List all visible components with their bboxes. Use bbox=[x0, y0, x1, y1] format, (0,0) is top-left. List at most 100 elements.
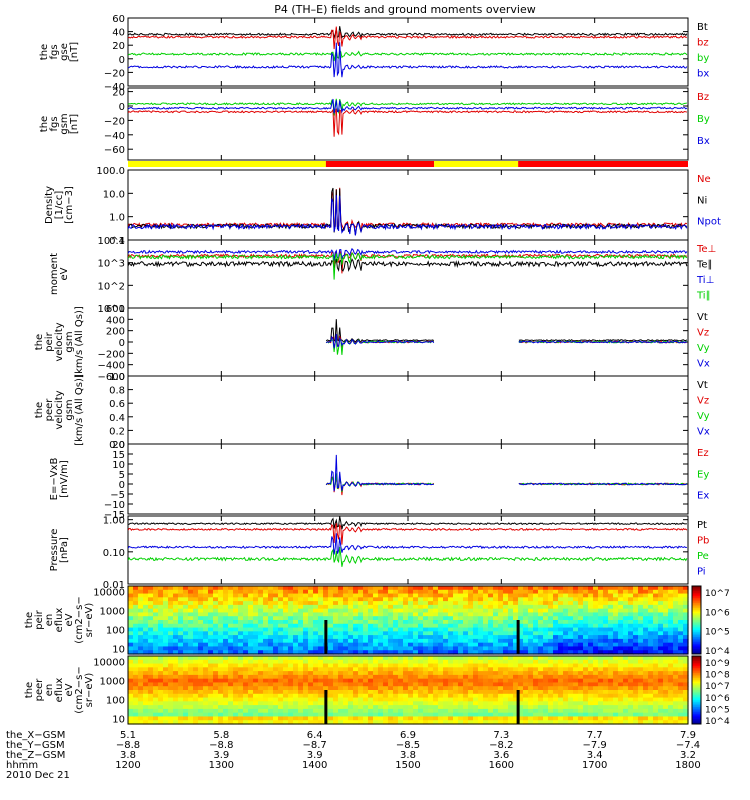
legend-Ti⊥: Ti⊥ bbox=[696, 275, 714, 286]
x-tick-label: 6.4 bbox=[307, 730, 323, 741]
y-axis-label: [km/s (All Qs)] bbox=[74, 374, 85, 446]
y-tick-label: 0.10 bbox=[103, 548, 125, 559]
y-tick-label: 1.0 bbox=[109, 372, 125, 383]
x-tick-label: −8.5 bbox=[396, 740, 420, 751]
y-axis-label: gsm bbox=[59, 113, 70, 134]
data-gap-marker bbox=[324, 690, 328, 724]
mode-bar bbox=[128, 161, 688, 167]
y-axis-label: gse bbox=[59, 43, 70, 61]
series-line-Pi bbox=[128, 533, 687, 555]
legend-Vz: Vz bbox=[697, 328, 709, 339]
series-line-Te⊥ bbox=[128, 249, 687, 274]
series-line-Ez bbox=[325, 476, 688, 496]
mode-segment bbox=[518, 161, 688, 167]
legend-Ne: Ne bbox=[697, 174, 711, 185]
y-axis-label: [km/s (All Qs)] bbox=[74, 306, 85, 378]
x-tick-label: 1400 bbox=[302, 760, 327, 771]
panel-fgs_gsm: 20 0 −20 −40 −60 the fgs gsm [nT] Bz By Bx bbox=[39, 87, 710, 161]
y-tick-label: 200 bbox=[106, 327, 125, 338]
y-axis-label: sr−eV) bbox=[84, 603, 95, 638]
y-tick-label: −40 bbox=[104, 82, 125, 93]
y-axis-label: (cm2−s− bbox=[74, 596, 85, 643]
y-tick-label: 10^2 bbox=[98, 281, 125, 292]
x-axis-row-label: the_Y−GSM bbox=[6, 740, 65, 751]
x-tick-label: 5.1 bbox=[120, 730, 136, 741]
legend-Vy: Vy bbox=[697, 343, 710, 354]
y-axis-label: [mV/m] bbox=[59, 460, 70, 498]
legend-Pi: Pi bbox=[697, 567, 706, 578]
y-tick-label: 60 bbox=[112, 14, 125, 25]
y-tick-label: 0 bbox=[119, 338, 125, 349]
y-axis-label: en bbox=[44, 614, 55, 627]
x-tick-label: 3.9 bbox=[213, 750, 229, 761]
y-axis-label: sr−eV) bbox=[84, 673, 95, 708]
y-axis-label: [nPa] bbox=[59, 537, 70, 563]
x-tick-label: 1700 bbox=[582, 760, 607, 771]
legend-Vx: Vx bbox=[697, 427, 710, 438]
y-tick-label: 10^1 bbox=[98, 304, 125, 315]
y-tick-label: 0.2 bbox=[109, 426, 125, 437]
legend-Vy: Vy bbox=[697, 411, 710, 422]
y-tick-label: 20 bbox=[112, 88, 125, 99]
y-tick-label: 1000 bbox=[100, 677, 125, 688]
y-axis-label: the bbox=[24, 682, 35, 698]
y-tick-label: 10^3 bbox=[98, 259, 125, 270]
y-tick-label: 0.01 bbox=[103, 580, 125, 591]
y-tick-label: 0 bbox=[119, 480, 125, 491]
panel-frame bbox=[127, 585, 689, 655]
legend-Ni: Ni bbox=[697, 195, 707, 206]
legend-Pt: Pt bbox=[697, 520, 707, 531]
y-axis-label: gsm bbox=[64, 331, 75, 352]
y-tick-label: 10 bbox=[112, 644, 125, 655]
y-tick-label: 0 bbox=[119, 55, 125, 66]
legend-Bx: Bx bbox=[697, 136, 710, 147]
mode-segment bbox=[434, 161, 519, 167]
y-axis-label: eV bbox=[59, 267, 70, 280]
y-axis-label: Density bbox=[44, 186, 55, 224]
y-axis-label: eV bbox=[64, 683, 75, 696]
y-tick-label: 40 bbox=[112, 28, 125, 39]
y-tick-label: 1.0 bbox=[109, 213, 125, 224]
x-tick-label: 3.8 bbox=[400, 750, 416, 761]
y-tick-label: 10000 bbox=[93, 658, 125, 669]
legend-Vz: Vz bbox=[697, 396, 709, 407]
series-line-By bbox=[128, 98, 688, 116]
legend-Pe: Pe bbox=[697, 551, 709, 562]
legend-by: by bbox=[697, 53, 709, 64]
y-tick-label: −600 bbox=[98, 372, 125, 383]
data-gap-marker bbox=[516, 620, 520, 654]
legend-Ex: Ex bbox=[697, 491, 709, 502]
series-line-Ti⊥ bbox=[128, 247, 688, 261]
series-line-Pt bbox=[128, 516, 687, 530]
series-line-bz bbox=[128, 26, 687, 50]
y-tick-label: 400 bbox=[106, 315, 125, 326]
series-line-Npot bbox=[128, 195, 688, 236]
panel-peer_velocity: 1.0 0.8 0.6 0.4 0.2 0.0 the peer velocity gsm [km/… bbox=[34, 372, 710, 451]
x-tick-label: −8.7 bbox=[303, 740, 327, 751]
x-tick-label: 1600 bbox=[489, 760, 514, 771]
panel-fgs_gse: 60 40 20 0 −20 −40 the fgs gse [nT] Bt bz by bx bbox=[39, 14, 709, 93]
colorbar: 10^7 10^6 10^5 10^4 bbox=[691, 585, 730, 657]
series-line-Pe bbox=[128, 546, 688, 567]
y-axis-label: gsm bbox=[64, 399, 75, 420]
mode-segment bbox=[325, 161, 435, 167]
y-tick-label: −200 bbox=[98, 349, 125, 360]
y-tick-label: 0.4 bbox=[109, 413, 125, 424]
y-tick-label: 15 bbox=[112, 450, 125, 461]
colorbar-tick-label: 10^7 bbox=[705, 682, 730, 692]
x-tick-label: 1300 bbox=[209, 760, 234, 771]
series-line-bx bbox=[128, 42, 688, 78]
colorbar-tick-label: 10^5 bbox=[705, 705, 730, 715]
legend-Bt: Bt bbox=[697, 22, 708, 33]
x-tick-label: −7.9 bbox=[583, 740, 607, 751]
panel-frame bbox=[127, 443, 689, 515]
series-line-Ex bbox=[325, 454, 688, 492]
panel-frame bbox=[127, 169, 689, 241]
series-line-Vt bbox=[325, 319, 688, 343]
y-tick-label: −40 bbox=[104, 131, 125, 142]
y-axis-label: moment bbox=[49, 253, 60, 295]
legend-By: By bbox=[697, 114, 710, 125]
y-tick-label: −10 bbox=[104, 500, 125, 511]
